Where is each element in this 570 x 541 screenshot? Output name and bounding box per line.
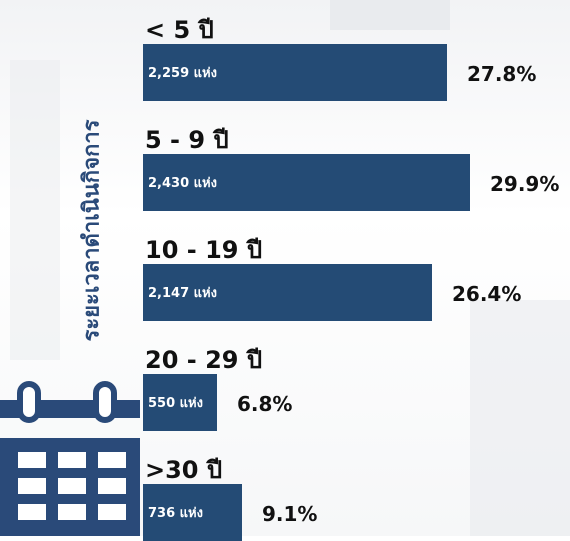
category-label: 20 - 29 ปี bbox=[145, 346, 263, 374]
bar-count-label: 736 แห่ง bbox=[148, 506, 203, 521]
calendar-icon bbox=[0, 381, 140, 536]
bar-percent-label: 26.4% bbox=[452, 282, 522, 306]
bar-percent-label: 27.8% bbox=[467, 62, 537, 86]
y-axis-label: ระยะเวลาดำเนินกิจการ bbox=[60, 119, 122, 341]
bar-percent-label: 6.8% bbox=[237, 392, 293, 416]
bar: 2,259 แห่ง bbox=[143, 44, 447, 101]
category-label: 10 - 19 ปี bbox=[145, 236, 263, 264]
bar: 736 แห่ง bbox=[143, 484, 242, 541]
category-label: 5 - 9 ปี bbox=[145, 126, 229, 154]
bar-count-label: 2,147 แห่ง bbox=[148, 286, 217, 301]
bar: 550 แห่ง bbox=[143, 374, 217, 431]
bar: 2,430 แห่ง bbox=[143, 154, 470, 211]
bar-percent-label: 29.9% bbox=[490, 172, 560, 196]
bar: 2,147 แห่ง bbox=[143, 264, 432, 321]
bar-percent-label: 9.1% bbox=[262, 502, 318, 526]
bar-count-label: 2,430 แห่ง bbox=[148, 176, 217, 191]
y-axis-label-text: ระยะเวลาดำเนินกิจการ bbox=[79, 119, 105, 341]
bar-count-label: 2,259 แห่ง bbox=[148, 66, 217, 81]
category-label: < 5 ปี bbox=[145, 16, 214, 44]
bar-count-label: 550 แห่ง bbox=[148, 396, 203, 411]
category-label: >30 ปี bbox=[145, 456, 223, 484]
